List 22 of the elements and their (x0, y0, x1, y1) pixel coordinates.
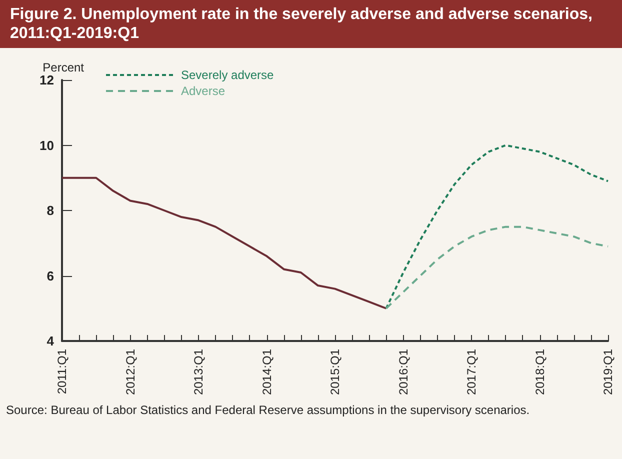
line-series (61, 176, 388, 310)
y-tick-label: 10 (40, 138, 54, 153)
line-series (385, 144, 609, 310)
chart-title: Figure 2. Unemployment rate in the severely adverse and adverse scenarios, 2011:Q1-2019:Q1 (0, 0, 622, 48)
x-tick-label: 2015:Q1 (328, 348, 342, 396)
x-tick-label: 2019:Q1 (601, 348, 615, 396)
x-tick-label: 2018:Q1 (532, 348, 547, 396)
x-tick-label: 2017:Q1 (464, 348, 478, 396)
x-tick-label: 2014:Q1 (260, 348, 274, 396)
y-tick-label: 4 (46, 334, 55, 348)
y-tick-label: 8 (46, 203, 54, 218)
y-tick-label: 6 (46, 268, 54, 284)
text: Severely adverse (181, 68, 274, 82)
x-tick-label: 2012:Q1 (123, 348, 138, 396)
source-note: Source: Bureau of Labor Statistics and Federal Reserve assumptions in the supervisory scenarios. (0, 403, 622, 417)
line-series (385, 226, 609, 310)
x-tick-label: 2011:Q1 (55, 348, 69, 394)
y-tick-label: 12 (40, 72, 54, 88)
x-tick-label: 2013:Q1 (192, 348, 206, 396)
x-tick-label: 2016:Q1 (396, 348, 410, 396)
text: Adverse (181, 84, 226, 98)
y-axis-title: Percent (42, 60, 85, 75)
